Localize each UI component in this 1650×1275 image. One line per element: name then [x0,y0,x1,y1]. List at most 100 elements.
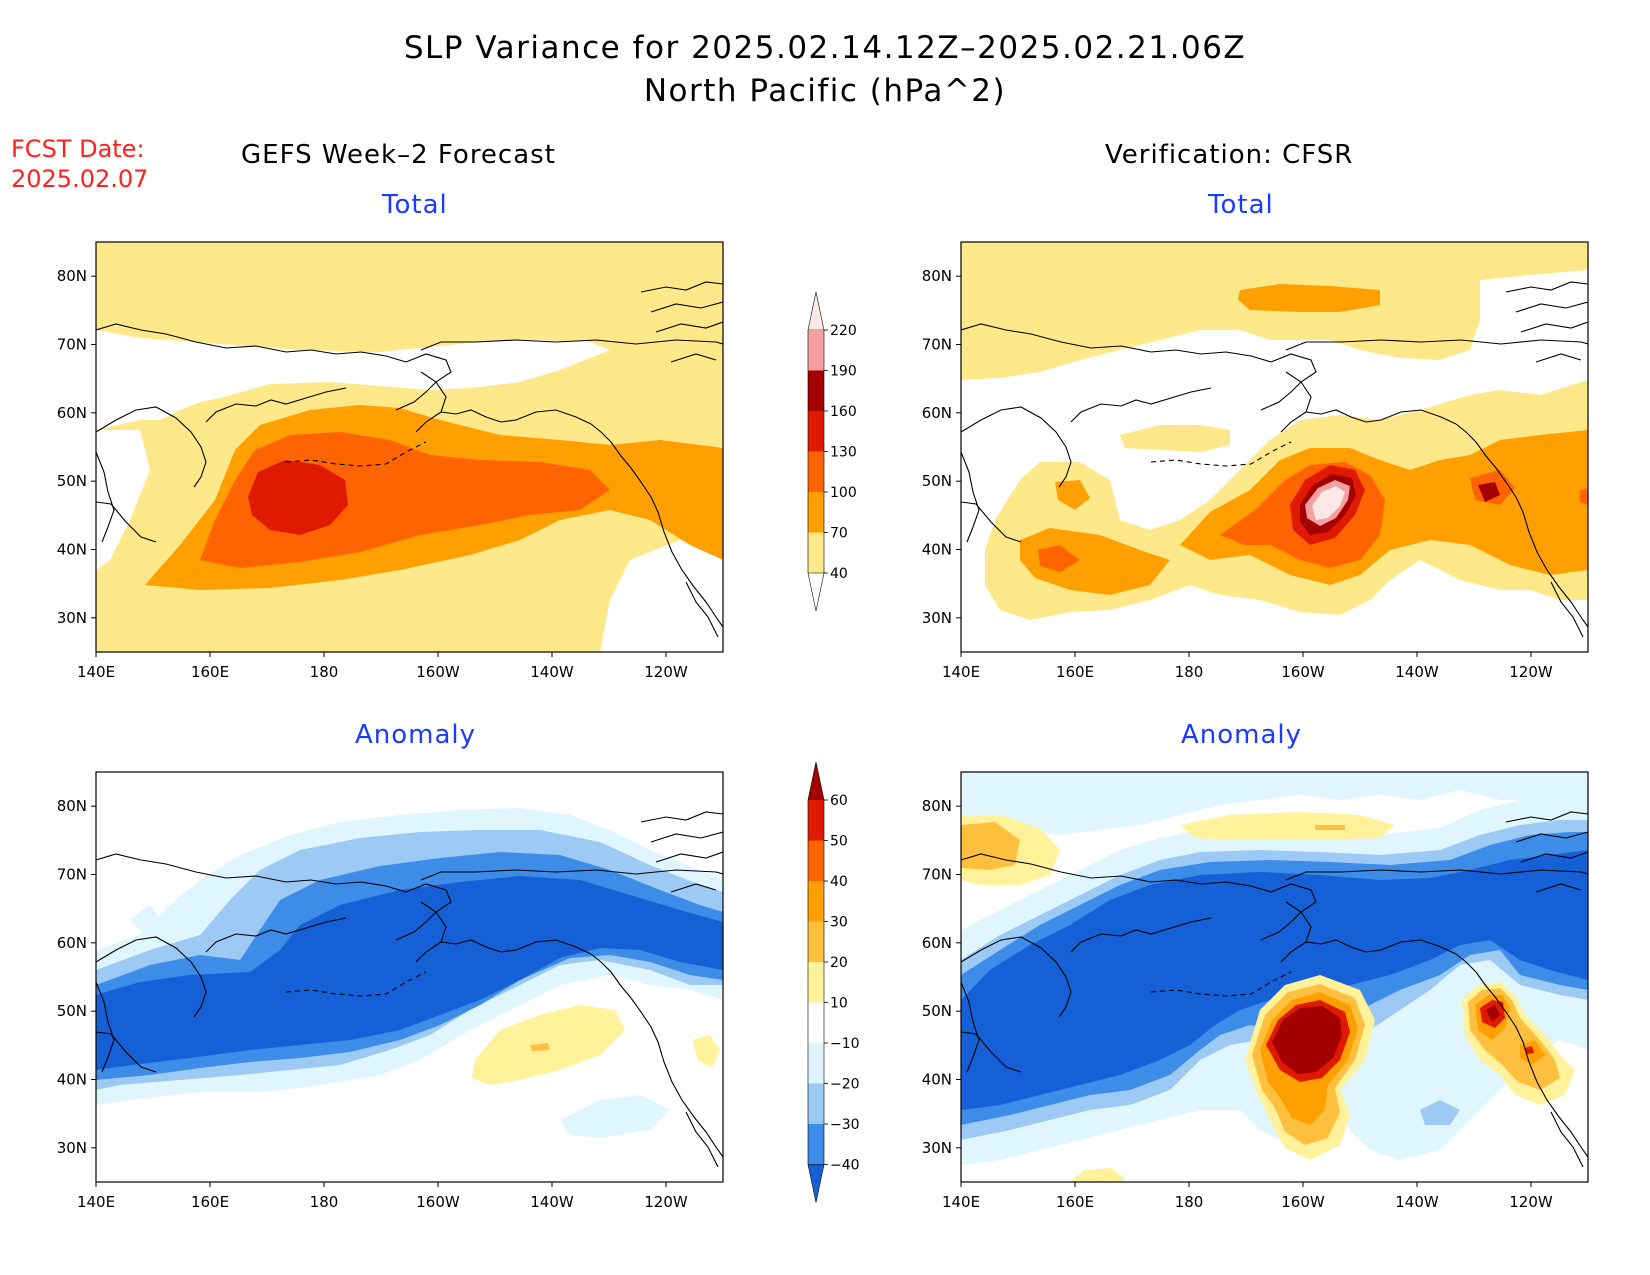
axes-layer: 140E 160E 180 160W 140W 120W 30N 40N 50N 60N 70N 80… [57,267,1553,1211]
cfsr-anomaly-map [961,772,1588,1182]
lon-tick-label: 140E [942,663,980,681]
lon-tick-label: 180 [1175,1193,1204,1211]
lat-tick-label: 80N [922,797,952,815]
colorbar-total-label: 160 [830,404,857,420]
colorbar-total-segment [808,532,824,573]
colorbar-anomaly-label: −30 [830,1117,860,1133]
colorbar-anomaly-label: 20 [830,955,848,971]
colorbar-anomaly-segment [808,1124,824,1165]
lat-tick-label: 40N [922,1071,952,1089]
colorbar-anomaly-segment [808,800,824,841]
lat-tick-label: 80N [57,797,87,815]
top-right-subtitle: Total [1208,190,1274,220]
lat-tick-label: 30N [57,1139,87,1157]
bottom-left-subtitle: Anomaly [355,720,477,750]
colorbar-anomaly-label: −20 [830,1077,860,1093]
lon-tick-label: 160W [1281,1193,1325,1211]
colorbar-anomaly-segment [808,1083,824,1124]
colorbar-total-label: 100 [830,485,857,501]
bottom-right-subtitle: Anomaly [1181,720,1303,750]
lat-tick-label: 40N [922,541,952,559]
lat-tick-label: 60N [57,934,87,952]
colorbar-anomaly-label: 50 [830,834,848,850]
lat-tick-label: 80N [57,267,87,285]
lon-tick-label: 160E [1056,663,1094,681]
lat-tick-label: 70N [57,336,87,354]
colorbar-total-segment [808,492,824,533]
lon-tick-label: 180 [310,1193,339,1211]
lon-tick-label: 140W [530,1193,574,1211]
colorbar-anomaly-label: −40 [830,1158,860,1174]
lat-tick-label: 60N [922,404,952,422]
lon-tick-label: 160E [191,1193,229,1211]
fcst-date-label: FCST Date: [11,135,145,163]
lon-tick-label: 140W [1395,1193,1439,1211]
lat-tick-label: 70N [922,336,952,354]
lon-tick-label: 160W [416,663,460,681]
lon-tick-label: 140E [77,1193,115,1211]
lat-tick-label: 80N [922,267,952,285]
colorbar-total-segment [808,411,824,452]
top-left-subtitle: Total [382,190,448,220]
lat-tick-label: 50N [922,472,952,490]
main-title-line2: North Pacific (hPa^2) [643,73,1007,109]
cfsr-total-map [961,242,1588,652]
lon-tick-label: 120W [644,663,688,681]
lon-tick-label: 180 [1175,663,1204,681]
colorbar-total: 40 70 100 130 160 190 220 [807,291,857,612]
lon-tick-label: 140E [77,663,115,681]
gefs-total-map [96,242,723,652]
fcst-date-value: 2025.02.07 [11,165,149,193]
lon-tick-label: 160W [416,1193,460,1211]
colorbar-total-label: 130 [830,445,857,461]
lat-tick-label: 40N [57,541,87,559]
colorbar-anomaly: −40 −30 −20 −10 10 20 30 40 50 60 [807,761,860,1203]
colorbar-anomaly-label: −10 [830,1036,860,1052]
lat-tick-label: 30N [57,609,87,627]
colorbar-total-label: 70 [830,526,848,542]
verification-column-title: Verification: CFSR [1105,140,1354,170]
colorbar-total-segment [808,370,824,411]
colorbar-anomaly-segment [808,881,824,922]
colorbar-anomaly-segment [808,840,824,881]
lon-tick-label: 120W [1509,1193,1553,1211]
colorbar-total-bottom-triangle [807,572,825,612]
colorbar-total-label: 40 [830,566,848,582]
colorbar-total-segment [808,330,824,371]
colorbar-anomaly-segment [808,1002,824,1043]
lon-tick-label: 160E [1056,1193,1094,1211]
colorbar-anomaly-top-triangle [807,761,825,801]
forecast-column-title: GEFS Week–2 Forecast [241,140,556,170]
lat-tick-label: 70N [57,866,87,884]
colorbar-total-label: 190 [830,364,857,380]
lon-tick-label: 120W [644,1193,688,1211]
lat-tick-label: 70N [922,866,952,884]
lon-tick-label: 140W [530,663,574,681]
colorbar-anomaly-label: 40 [830,874,848,890]
colorbar-anomaly-segment [808,962,824,1003]
lon-tick-label: 120W [1509,663,1553,681]
main-title-line1: SLP Variance for 2025.02.14.12Z–2025.02.… [403,30,1247,66]
colorbar-anomaly-bottom-triangle [807,1164,825,1203]
gefs-anomaly-map [96,772,723,1182]
colorbar-anomaly-label: 10 [830,996,848,1012]
colorbar-anomaly-label: 30 [830,915,848,931]
lat-tick-label: 50N [57,472,87,490]
lat-tick-label: 50N [922,1002,952,1020]
lat-tick-label: 40N [57,1071,87,1089]
colorbar-total-label: 220 [830,323,857,339]
lat-tick-label: 30N [922,1139,952,1157]
lon-tick-label: 140W [1395,663,1439,681]
lat-tick-label: 50N [57,1002,87,1020]
lat-tick-label: 60N [922,934,952,952]
lon-tick-label: 180 [310,663,339,681]
colorbar-anomaly-label: 60 [830,793,848,809]
lon-tick-label: 160W [1281,663,1325,681]
lon-tick-label: 160E [191,663,229,681]
lat-tick-label: 30N [922,609,952,627]
colorbar-anomaly-segment [808,1043,824,1084]
colorbar-total-top-triangle [807,291,825,331]
colorbar-total-segment [808,451,824,492]
colorbar-anomaly-segment [808,921,824,962]
